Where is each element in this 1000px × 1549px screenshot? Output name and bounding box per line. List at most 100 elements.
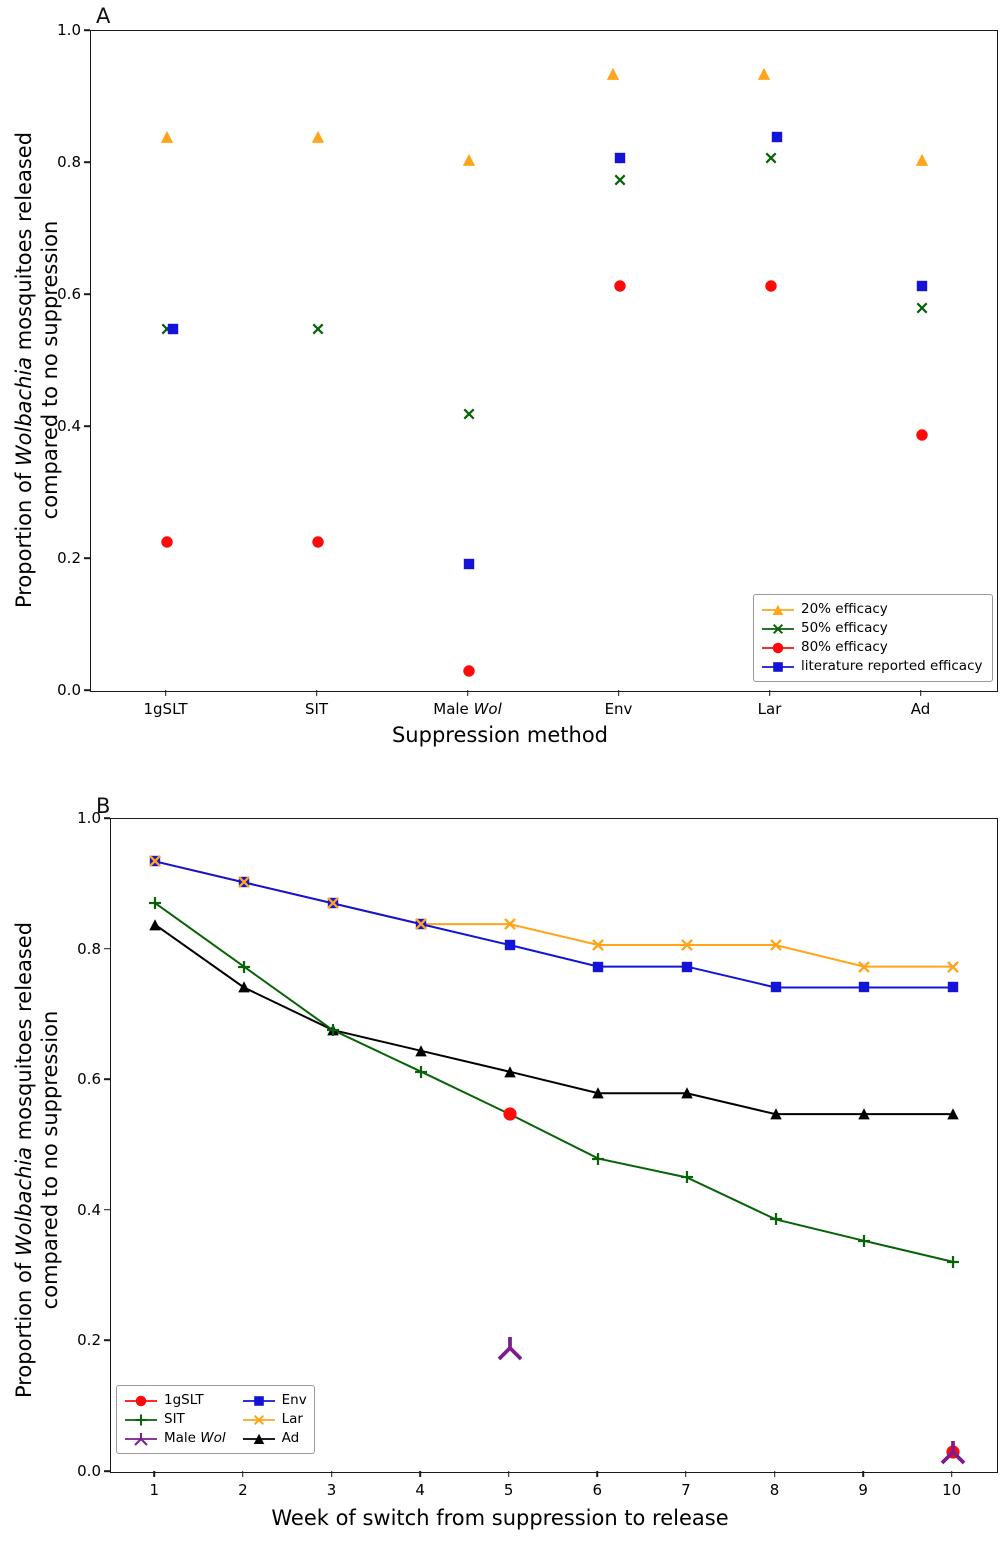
y-axis-tick-label: 0.2 <box>57 549 81 567</box>
x-axis-tick-label: 3 <box>326 1481 337 1499</box>
legend-label: Male Wol <box>164 1429 226 1446</box>
datapoint-ad-week-9 <box>858 1108 871 1121</box>
series-line-ad <box>154 923 953 1116</box>
y-axis-tick-label: 0.4 <box>57 417 81 435</box>
x-axis-tick-label: 10 <box>942 1481 962 1499</box>
datapoint-lar-circle <box>764 280 777 293</box>
x-axis-tick-label: Ad <box>910 700 931 718</box>
panel-a: A Proportion of Wolbachia mosquitoes rel… <box>0 0 1000 760</box>
datapoint-env-week-8 <box>769 981 782 994</box>
datapoint-lar-week-4 <box>414 917 428 931</box>
x-axis-tick-mark <box>507 1471 510 1477</box>
x-axis-tick-label: 5 <box>503 1481 514 1499</box>
series-line-lar <box>155 860 953 968</box>
panel-a-y-axis-label-line2: compared to no suppression <box>37 220 62 520</box>
panel-b-legend: 1gSLT SIT Male Wol Env Lar Ad <box>116 1385 315 1454</box>
datapoint-ad-week-8 <box>769 1108 782 1121</box>
x-axis-tick-label: 6 <box>592 1481 603 1499</box>
panel-a-plot-area <box>90 30 998 692</box>
datapoint-env-week-6 <box>592 960 605 973</box>
legend-item: 20% efficacy <box>761 600 983 619</box>
datapoint-lar-x <box>764 152 777 165</box>
datapoint-lar-week-9 <box>857 960 871 974</box>
y-axis-tick-mark <box>104 1209 110 1211</box>
legend-item: Ad <box>242 1429 307 1448</box>
datapoint-sit-x <box>311 322 324 335</box>
legend-marker-x-icon <box>761 622 795 636</box>
legend-label: 1gSLT <box>164 1391 204 1408</box>
x-axis-tick-mark <box>862 1471 864 1477</box>
datapoint-1gslt-circle <box>160 535 173 548</box>
panel-a-x-axis-label: Suppression method <box>391 723 609 747</box>
legend-item: literature reported efficacy <box>761 657 983 676</box>
y-axis-tick-mark <box>104 1470 110 1472</box>
datapoint-ad-triangle <box>915 153 929 167</box>
y-axis-tick-label: 0.0 <box>57 681 81 699</box>
y-axis-tick-mark <box>104 947 110 950</box>
datapoint-male-wol-triangle <box>462 153 476 167</box>
x-axis-tick-mark <box>315 690 318 696</box>
legend-marker-tri_down-icon <box>124 1432 158 1446</box>
x-axis-tick-mark <box>466 690 469 696</box>
y-axis-tick-mark <box>84 161 90 163</box>
x-axis-tick-mark <box>773 1471 776 1477</box>
y-axis-tick-label: 0.6 <box>77 1070 101 1089</box>
datapoint-env-week-2 <box>237 876 250 889</box>
datapoint-lar-square <box>770 130 783 143</box>
datapoint-sit-week-6 <box>592 1152 605 1165</box>
x-axis-tick-label: 1gSLT <box>143 700 188 718</box>
legend-label: 80% efficacy <box>801 638 888 655</box>
panel-b-letter: B <box>96 794 111 818</box>
datapoint-sit-week-8 <box>769 1213 782 1226</box>
datapoint-sit-triangle <box>311 130 325 144</box>
legend-item: Lar <box>242 1410 307 1429</box>
legend-marker-triangle-icon <box>242 1432 276 1446</box>
datapoint-lar-triangle <box>757 67 771 81</box>
x-axis-tick-mark <box>153 1471 156 1477</box>
legend-label: 20% efficacy <box>801 600 888 617</box>
datapoint-env-circle <box>613 280 626 293</box>
datapoint-sit-week-10 <box>946 1255 959 1268</box>
datapoint-lar-week-7 <box>680 938 694 952</box>
series-line-sit <box>154 902 953 1263</box>
y-axis-tick-mark <box>84 29 90 31</box>
datapoint-lar-week-3 <box>326 896 340 910</box>
legend-item: Env <box>242 1391 307 1410</box>
datapoint-male-wol-square <box>462 557 475 570</box>
datapoint-1gslt-x <box>160 322 173 335</box>
legend-marker-plus-icon <box>124 1413 158 1427</box>
datapoint-sit-week-9 <box>858 1234 871 1247</box>
datapoint-male-wol-week-5 <box>497 1336 523 1361</box>
datapoint-sit-week-7 <box>680 1171 693 1184</box>
datapoint-sit-week-5 <box>503 1108 516 1121</box>
legend-marker-triangle-icon <box>761 603 795 617</box>
datapoint-sit-week-2 <box>237 960 250 973</box>
legend-label: SIT <box>164 1410 185 1427</box>
datapoint-env-week-1 <box>149 855 162 868</box>
y-axis-tick-mark <box>84 425 90 427</box>
datapoint-env-square <box>613 152 626 165</box>
x-axis-tick-label: 4 <box>415 1481 425 1499</box>
datapoint-sit-circle <box>311 535 324 548</box>
panel-b-y-axis-label: Proportion of Wolbachia mosquitoes relea… <box>12 840 63 1480</box>
datapoint-ad-week-6 <box>592 1087 605 1100</box>
x-axis-tick-label: Env <box>604 700 633 718</box>
datapoint-env-week-4 <box>415 918 428 931</box>
x-axis-tick-label: 7 <box>681 1481 691 1499</box>
datapoint-lar-week-5 <box>503 917 517 931</box>
y-axis-tick-label: 0.2 <box>77 1331 101 1350</box>
datapoint-ad-week-2 <box>237 981 250 994</box>
y-axis-tick-mark <box>104 817 110 819</box>
x-axis-tick-mark <box>685 1471 687 1477</box>
datapoint-env-triangle <box>606 67 620 81</box>
legend-item: 1gSLT <box>124 1391 226 1410</box>
y-axis-tick-mark <box>104 1339 110 1342</box>
legend-item: Male Wol <box>124 1429 226 1448</box>
panel-b: B Proportion of Wolbachia mosquitoes rel… <box>0 790 1000 1549</box>
datapoint-ad-square <box>915 280 928 293</box>
panel-b-x-axis-label: Week of switch from suppression to relea… <box>271 1506 729 1530</box>
x-axis-tick-mark <box>919 690 922 696</box>
datapoint-male-wol-x <box>462 407 475 420</box>
datapoint-1gslt-square <box>166 322 179 335</box>
